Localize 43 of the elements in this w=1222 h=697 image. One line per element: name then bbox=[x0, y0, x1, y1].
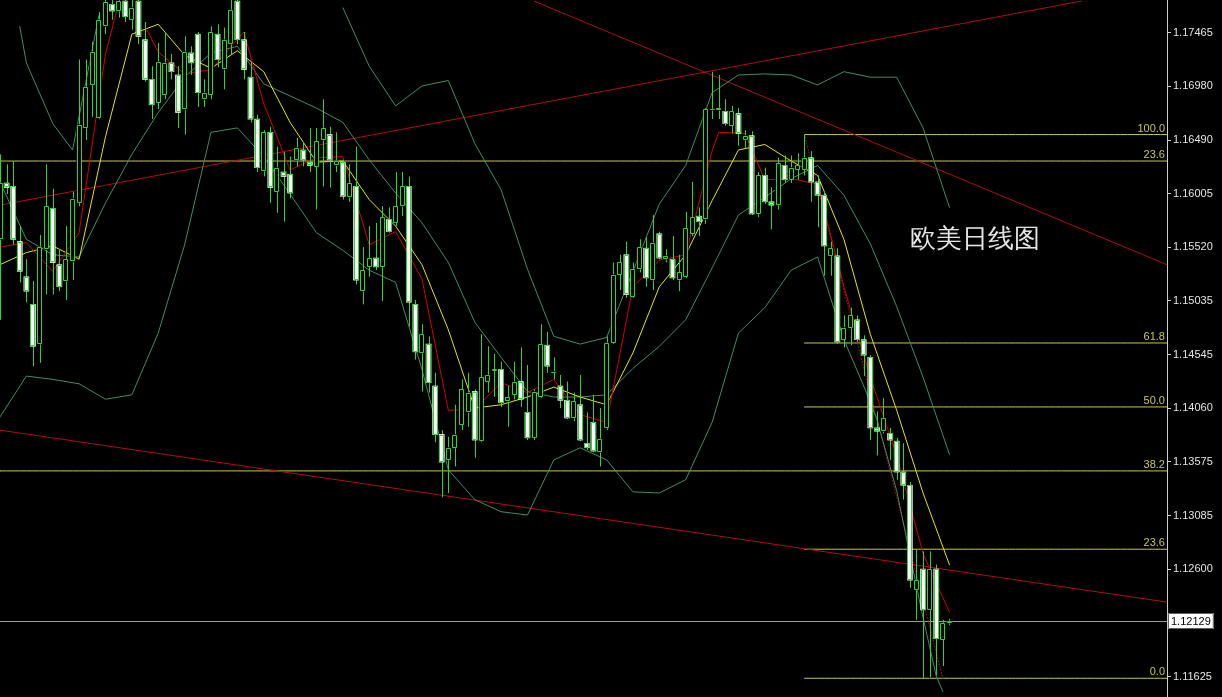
series-label: 100.0 bbox=[1137, 122, 1165, 135]
candlestick bbox=[913, 548, 920, 621]
y-tick-label: 1.15520 bbox=[1173, 240, 1213, 253]
y-tick-label: 1.14545 bbox=[1173, 347, 1213, 360]
y-tick-label: 1.15035 bbox=[1173, 293, 1213, 306]
series-label: 23.6 bbox=[1143, 148, 1165, 161]
candlestick bbox=[893, 437, 900, 481]
y-tick-label: 1.17465 bbox=[1173, 25, 1213, 38]
candlestick bbox=[313, 127, 320, 211]
candlestick bbox=[23, 258, 30, 303]
series-label: 50.0 bbox=[1143, 394, 1165, 407]
text: 欧美日线图 bbox=[910, 223, 1041, 254]
candlestick bbox=[247, 61, 254, 123]
candlestick bbox=[887, 427, 893, 461]
candlestick bbox=[524, 364, 531, 441]
candlestick bbox=[603, 335, 610, 431]
candlestick bbox=[867, 354, 874, 441]
y-tick-label: 1.14060 bbox=[1173, 401, 1213, 414]
candlestick bbox=[214, 23, 221, 68]
y-tick-label: 1.13575 bbox=[1173, 454, 1213, 467]
candlestick bbox=[425, 335, 432, 394]
series-label: 23.6 bbox=[1143, 536, 1165, 549]
ref-line-label: 1.12129 bbox=[1171, 614, 1211, 627]
y-tick-label: 1.11625 bbox=[1173, 669, 1212, 682]
series-label: 61.8 bbox=[1143, 330, 1165, 343]
series-label: 0.0 bbox=[1149, 665, 1165, 678]
candlestick bbox=[827, 241, 834, 277]
candlestick bbox=[880, 397, 887, 434]
y-tick-label: 1.12600 bbox=[1173, 562, 1213, 575]
series-label: 38.2 bbox=[1143, 458, 1165, 471]
candlestick bbox=[346, 163, 353, 203]
candlestick bbox=[379, 205, 386, 302]
y-tick-label: 1.16490 bbox=[1173, 133, 1213, 146]
candlestick bbox=[636, 238, 643, 273]
candlestick bbox=[168, 53, 175, 80]
y-tick-label: 1.13085 bbox=[1173, 508, 1213, 521]
y-tick-label: 1.16980 bbox=[1173, 79, 1213, 92]
y-tick-label: 1.16005 bbox=[1173, 186, 1213, 199]
candlestick bbox=[492, 353, 497, 398]
candlestick bbox=[735, 107, 742, 147]
candlestick bbox=[669, 235, 676, 281]
candlestick bbox=[135, 0, 142, 45]
candlestick bbox=[16, 225, 23, 283]
